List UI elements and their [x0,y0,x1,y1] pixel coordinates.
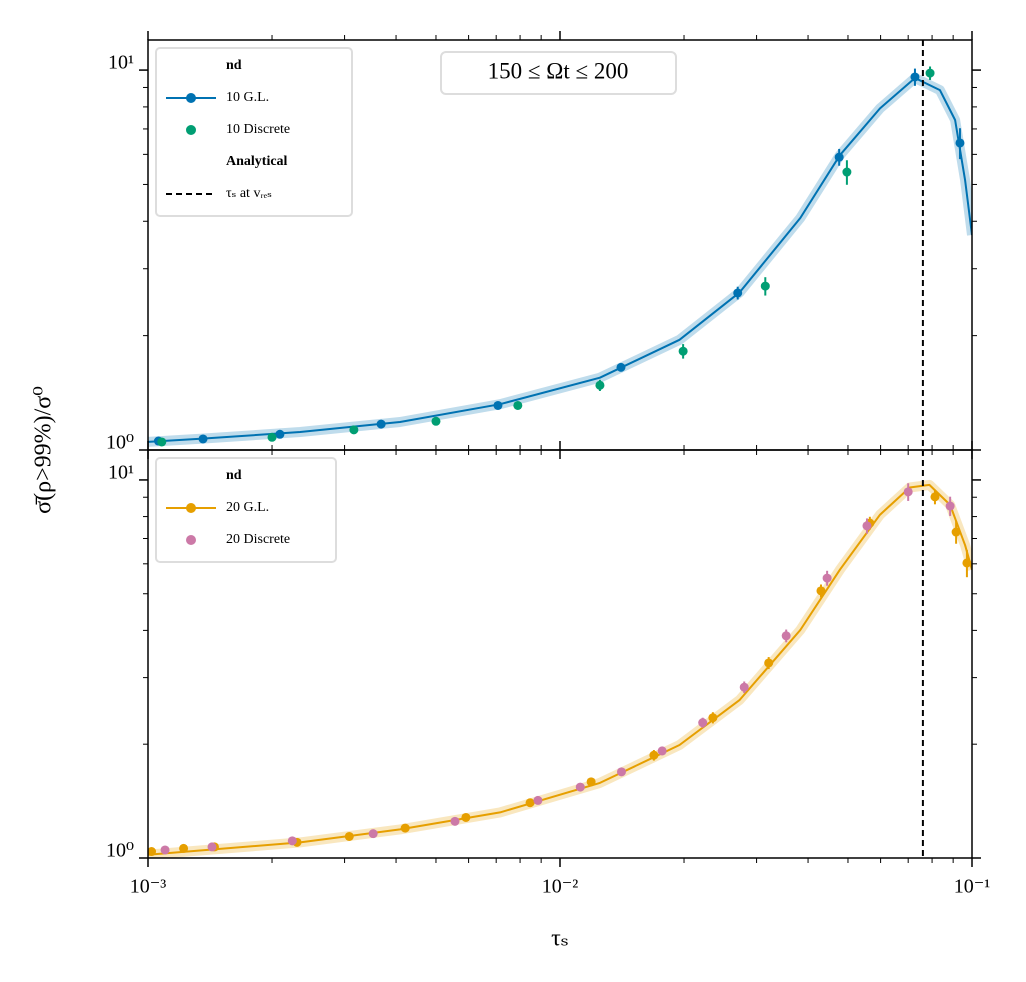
x-tick-label: 10⁻² [542,876,579,898]
legend-label: 20 Discrete [226,532,290,547]
annotation: 150 ≤ Ωt ≤ 200 [488,58,629,83]
legend-label: 10 Discrete [226,122,290,137]
data-point [822,573,832,583]
data-point [733,288,743,298]
data-point [179,843,189,853]
data-point [431,416,441,426]
data-point [267,432,277,442]
plot-content [148,479,972,858]
data-point [595,380,605,390]
data-point [533,795,543,805]
legend-box [155,457,337,563]
legend-title: Analytical [226,154,288,169]
data-point [678,346,688,356]
data-point [910,72,920,82]
y-axis-label: σ̄(ρ>99%)/σ⁰ [31,386,57,514]
data-point [575,782,585,792]
data-point [816,586,826,596]
series-line [148,77,972,443]
data-point [461,812,471,822]
y-tick-label: 10⁰ [106,840,134,862]
data-point [925,68,935,78]
data-point [368,829,378,839]
x-axis-label: τₛ [551,926,569,952]
data-point [698,718,708,728]
data-point [708,713,718,723]
y-tick-label: 10⁰ [106,432,134,454]
data-point [760,281,770,291]
legend-label: 20 G.L. [226,500,269,515]
data-point [862,521,872,531]
legend-label: τₛ at vᵣₑₛ [226,186,272,201]
data-point [930,492,940,502]
legend-box [155,47,353,217]
data-point [764,658,774,668]
data-point [781,631,791,641]
data-point [493,400,503,410]
data-point [586,777,596,787]
data-point [160,845,170,855]
data-point [157,437,167,447]
data-point [649,750,659,760]
data-point [657,746,667,756]
legend-marker [186,93,196,103]
data-point [349,425,359,435]
series-line [148,483,972,856]
data-point [962,558,972,568]
plot-content [148,66,972,447]
legend-marker [186,125,196,135]
y-tick-label: 10¹ [108,462,134,484]
plot-area [148,66,972,447]
data-point [400,823,410,833]
data-point [739,682,749,692]
legend-title: nd [226,58,242,73]
annotation-box [440,51,677,95]
data-point [903,487,913,497]
data-point [344,831,354,841]
data-point [955,138,965,148]
data-point [275,429,285,439]
data-point [945,501,955,511]
x-tick-label: 10⁻¹ [954,876,991,898]
legend-marker [186,535,196,545]
plot-area [148,479,972,858]
x-tick-label: 10⁻³ [130,876,167,898]
data-point [513,400,523,410]
data-point [616,767,626,777]
data-point [525,798,535,808]
legend-marker [186,503,196,513]
legend-label: 10 G.L. [226,90,269,105]
data-point [376,419,386,429]
data-point [287,836,297,846]
data-point [198,434,208,444]
data-point [951,527,961,537]
data-point [148,847,157,857]
data-point [842,167,852,177]
data-point [616,362,626,372]
y-tick-label: 10¹ [108,52,134,74]
data-point [450,816,460,826]
legend-title: nd [226,468,242,483]
data-point [834,152,844,162]
data-point [207,842,217,852]
